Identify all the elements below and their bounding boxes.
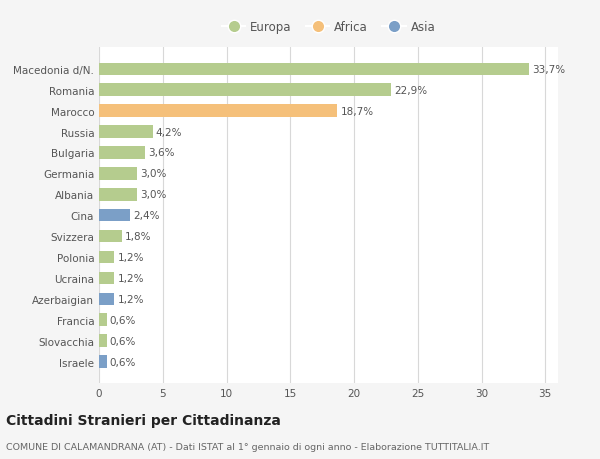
Bar (99, 335, 107, 347)
Text: 3,6%: 3,6% (148, 148, 175, 158)
Legend: Europa, Africa, Asia: Europa, Africa, Asia (218, 17, 439, 37)
Text: 1,2%: 1,2% (118, 252, 144, 263)
Text: COMUNE DI CALAMANDRANA (AT) - Dati ISTAT al 1° gennaio di ogni anno - Elaborazio: COMUNE DI CALAMANDRANA (AT) - Dati ISTAT… (6, 442, 489, 451)
Text: 3,0%: 3,0% (140, 190, 167, 200)
Bar (99, 314, 107, 326)
Bar (99, 230, 122, 243)
Text: 2,4%: 2,4% (133, 211, 159, 221)
Bar (99, 251, 114, 264)
Bar (99, 126, 152, 139)
Bar (99, 293, 114, 305)
Text: 33,7%: 33,7% (532, 65, 565, 75)
Bar (99, 168, 137, 180)
Bar (99, 189, 137, 201)
Text: 1,2%: 1,2% (118, 294, 144, 304)
Text: 18,7%: 18,7% (341, 106, 374, 117)
Text: 0,6%: 0,6% (110, 315, 136, 325)
Text: Cittadini Stranieri per Cittadinanza: Cittadini Stranieri per Cittadinanza (6, 414, 281, 428)
Text: 1,2%: 1,2% (118, 273, 144, 283)
Bar (99, 63, 529, 76)
Bar (99, 105, 337, 118)
Text: 0,6%: 0,6% (110, 357, 136, 367)
Text: 4,2%: 4,2% (156, 127, 182, 137)
Bar (99, 272, 114, 285)
Text: 22,9%: 22,9% (394, 85, 427, 95)
Bar (99, 209, 130, 222)
Text: 1,8%: 1,8% (125, 232, 152, 241)
Bar (99, 356, 107, 368)
Bar (99, 84, 391, 97)
Bar (99, 147, 145, 159)
Text: 3,0%: 3,0% (140, 169, 167, 179)
Text: 0,6%: 0,6% (110, 336, 136, 346)
